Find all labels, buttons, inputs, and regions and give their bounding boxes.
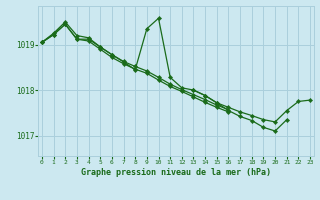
- X-axis label: Graphe pression niveau de la mer (hPa): Graphe pression niveau de la mer (hPa): [81, 168, 271, 177]
